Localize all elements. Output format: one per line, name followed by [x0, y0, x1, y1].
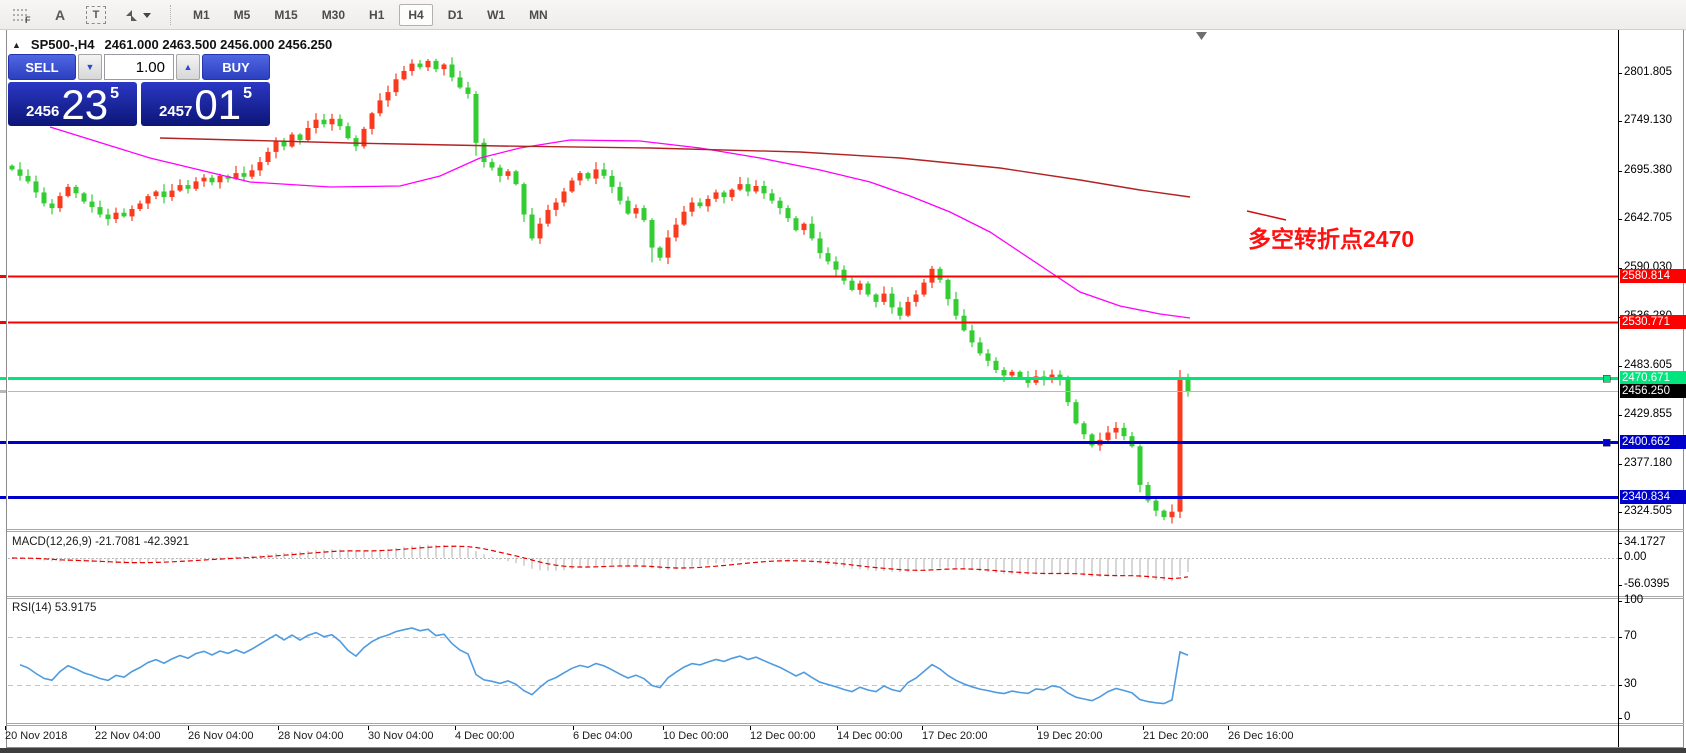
- sell-price-display[interactable]: 2456 23 5: [8, 82, 137, 126]
- grid-f-icon[interactable]: F: [10, 4, 34, 26]
- indicator-tick-label: 0.00: [1624, 551, 1647, 563]
- drawing-tools-group: F A T: [0, 4, 154, 26]
- hline-price-label: 2400.662: [1620, 435, 1686, 449]
- one-click-trade-panel: SELL ▼ 1.00 ▲ BUY 2456 23 5 2457 01 5: [8, 54, 270, 126]
- indicator-tick-label: 34.1727: [1624, 536, 1666, 548]
- window-bottom-edge: [0, 748, 1686, 753]
- timeframe-button-MN[interactable]: MN: [529, 7, 548, 22]
- time-axis-label: 14 Dec 00:00: [837, 730, 903, 742]
- timeframe-button-M1[interactable]: M1: [193, 7, 210, 22]
- rsi-line: [19, 627, 1189, 705]
- buy-price-sup: 5: [243, 85, 252, 102]
- time-axis-label: 6 Dec 04:00: [573, 730, 633, 742]
- timeframe-toolbar: M1 M5 M15 M30 H1 H4 D1 W1 MN: [184, 3, 557, 26]
- macd-indicator-label: MACD(12,26,9) -21.7081 -42.3921: [12, 536, 190, 548]
- shapes-glyph: [126, 9, 151, 21]
- indicator-tick-label: -56.0395: [1624, 578, 1670, 590]
- text-box-icon[interactable]: T: [86, 5, 106, 24]
- hline-handle: [1602, 438, 1611, 447]
- price-tick-label: 2483.605: [1624, 359, 1672, 371]
- indicator-tick-label: 100: [1624, 594, 1644, 606]
- time-axis-label: 19 Dec 20:00: [1037, 730, 1103, 742]
- buy-button[interactable]: BUY: [202, 54, 270, 80]
- shapes-dropdown-icon[interactable]: [120, 4, 154, 26]
- volume-increase-button[interactable]: ▲: [176, 54, 200, 80]
- price-tick-label: 2377.180: [1624, 457, 1672, 469]
- timeframe-button-M5[interactable]: M5: [233, 7, 251, 22]
- price-tick-label: 2642.705: [1624, 212, 1672, 224]
- hline-price-label: 2340.834: [1620, 490, 1686, 504]
- hline-price-label: 2470.671: [1620, 371, 1686, 385]
- chart-shift-marker: [1196, 32, 1207, 40]
- sell-price-big: 23: [61, 80, 109, 128]
- symbol-name: SP500-,H4: [30, 37, 95, 52]
- price-tick-label: 2801.805: [1624, 66, 1672, 78]
- text-a-icon[interactable]: A: [54, 6, 66, 23]
- time-axis-label: 22 Nov 04:00: [95, 730, 161, 742]
- timeframe-button-M30[interactable]: M30: [321, 7, 346, 22]
- macd-histogram: [19, 544, 1189, 582]
- toolbar: F A T M1 M5 M15 M30 H1 H4 D1 W1 MN: [0, 0, 1686, 30]
- price-tick-label: 2749.130: [1624, 114, 1672, 126]
- macd-signal-line: [11, 545, 1189, 580]
- ohlc-quote: 2461.000 2463.500 2456.000 2456.250: [104, 37, 333, 52]
- timeframe-button-H1[interactable]: H1: [369, 7, 385, 22]
- time-axis-label: 4 Dec 00:00: [455, 730, 515, 742]
- toolbar-separator: [170, 4, 172, 25]
- hline-price-label: 2456.250: [1620, 384, 1686, 398]
- volume-decrease-button[interactable]: ▼: [78, 54, 102, 80]
- time-axis-label: 26 Dec 16:00: [1228, 730, 1294, 742]
- time-axis-label: 20 Nov 2018: [5, 730, 68, 742]
- sell-price-prefix: 2456: [26, 103, 60, 120]
- time-axis-label: 30 Nov 04:00: [368, 730, 434, 742]
- candles: [9, 57, 1191, 524]
- timeframe-button-D1[interactable]: D1: [447, 7, 464, 22]
- time-axis-label: 10 Dec 00:00: [663, 730, 729, 742]
- hline-handle: [1602, 374, 1611, 383]
- timeframe-button-H4[interactable]: H4: [399, 3, 433, 26]
- indicator-tick-label: 0: [1624, 711, 1631, 723]
- rsi-indicator-label: RSI(14) 53.9175: [12, 602, 97, 614]
- horizontal-lines[interactable]: [0, 275, 1618, 499]
- buy-price-display[interactable]: 2457 01 5: [141, 82, 270, 126]
- indicator-tick-label: 70: [1624, 630, 1637, 642]
- time-axis-label: 17 Dec 20:00: [922, 730, 988, 742]
- time-axis-label: 21 Dec 20:00: [1143, 730, 1209, 742]
- hline-price-label: 2530.771: [1620, 315, 1686, 329]
- price-tick-label: 2324.505: [1624, 505, 1672, 517]
- time-axis-label: 28 Nov 04:00: [278, 730, 344, 742]
- volume-input[interactable]: 1.00: [104, 54, 174, 80]
- indicator-tick-label: 30: [1624, 678, 1637, 690]
- collapse-panel-icon[interactable]: ▲: [12, 39, 21, 50]
- sell-price-sup: 5: [110, 85, 119, 102]
- grid-f-glyph: F: [13, 9, 31, 23]
- price-tick-label: 2429.855: [1624, 408, 1672, 420]
- price-tick-label: 2695.380: [1624, 164, 1672, 176]
- ma-magenta-line[interactable]: [49, 126, 1191, 319]
- ma-darkred-line[interactable]: [159, 137, 1191, 198]
- timeframe-button-W1[interactable]: W1: [487, 7, 506, 22]
- sell-button[interactable]: SELL: [8, 54, 76, 80]
- buy-price-prefix: 2457: [159, 103, 193, 120]
- buy-price-big: 01: [194, 80, 242, 128]
- time-axis-label: 26 Nov 04:00: [188, 730, 254, 742]
- hline-price-label: 2580.814: [1620, 269, 1686, 283]
- timeframe-button-M15[interactable]: M15: [274, 7, 298, 22]
- chart-text-annotation[interactable]: 多空转折点2470: [1248, 226, 1415, 252]
- annotation-segment: [1246, 210, 1287, 221]
- svg-text:F: F: [25, 15, 31, 23]
- time-axis-label: 12 Dec 00:00: [750, 730, 816, 742]
- chart-title: ▲ SP500-,H4 2461.000 2463.500 2456.000 2…: [12, 37, 332, 52]
